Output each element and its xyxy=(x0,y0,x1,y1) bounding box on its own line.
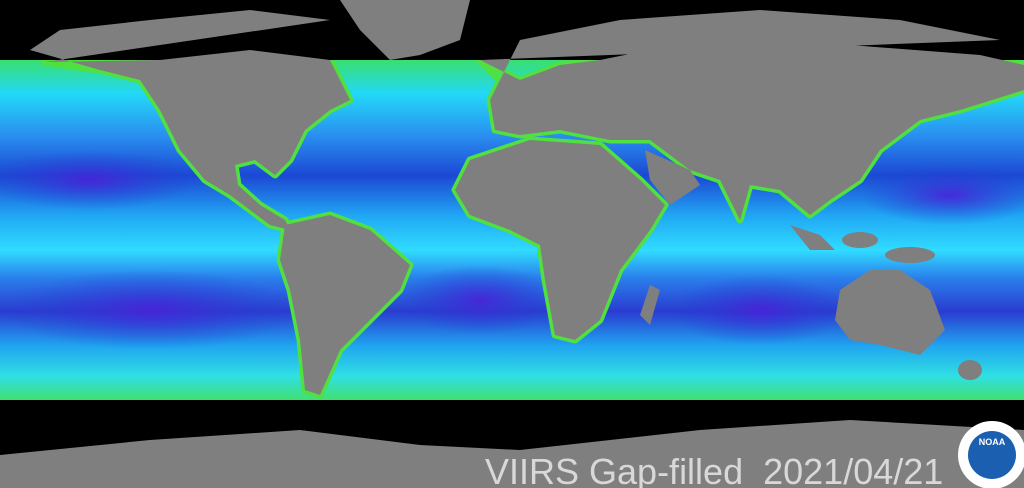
noaa-logo: NOAA xyxy=(958,421,1024,488)
logo-disc xyxy=(968,431,1016,479)
caption: VIIRS Gap-filled 2021/04/21 xyxy=(485,451,943,488)
logo-text: NOAA xyxy=(979,437,1006,447)
